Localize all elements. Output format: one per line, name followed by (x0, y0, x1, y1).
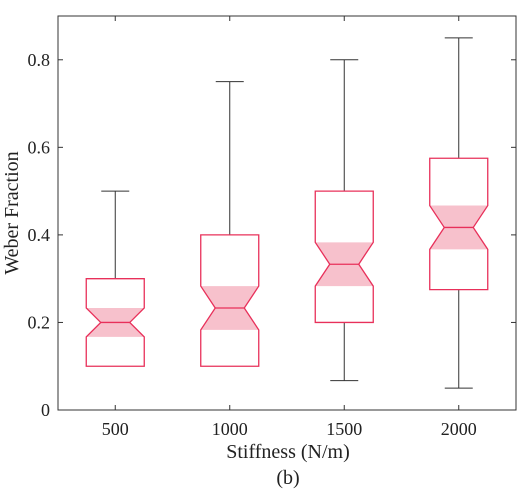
x-axis: 500 1000 1500 2000 (102, 16, 477, 439)
y-tick-label: 0 (41, 400, 50, 420)
x-tick-label: 1500 (326, 419, 362, 439)
box-1000 (200, 81, 260, 367)
y-axis-label: Weber Fraction (1, 151, 23, 274)
box-outline (200, 234, 260, 367)
y-tick-label: 0.2 (28, 312, 51, 332)
box-500 (85, 190, 145, 367)
box-1500 (314, 59, 374, 382)
box-2000 (429, 37, 489, 389)
x-tick-label: 500 (102, 419, 129, 439)
x-tick-label: 1000 (212, 419, 248, 439)
y-tick-label: 0.8 (28, 50, 51, 70)
plot-area (57, 15, 517, 411)
x-axis-label: Stiffness (N/m) (226, 441, 350, 463)
y-axis: 0 0.2 0.4 0.6 0.8 (28, 50, 516, 420)
y-tick-label: 0.6 (28, 137, 51, 157)
box-outline (314, 190, 374, 324)
plot-frame (57, 15, 517, 411)
box-outline (85, 278, 145, 367)
y-tick-label: 0.4 (28, 225, 51, 245)
box-outline (429, 157, 489, 291)
x-tick-label: 2000 (441, 419, 477, 439)
figure-caption: (b) (276, 467, 299, 489)
